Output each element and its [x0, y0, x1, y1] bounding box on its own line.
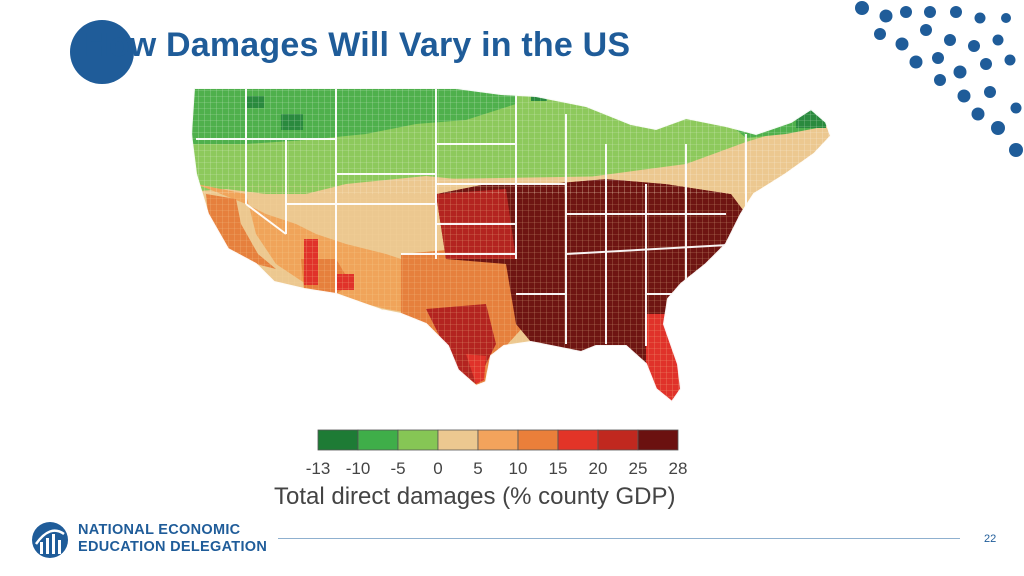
legend-tick-label: 25 — [629, 459, 648, 478]
logo-line-2: EDUCATION DELEGATION — [78, 539, 268, 555]
legend-tick-label: 28 — [669, 459, 688, 478]
legend-swatch — [597, 429, 639, 451]
legend-tick-label: 20 — [589, 459, 608, 478]
legend-caption: Total direct damages (% county GDP) — [274, 483, 676, 510]
page-number: 22 — [984, 533, 997, 545]
legend-tick-label: -5 — [390, 459, 405, 478]
title-circle — [70, 20, 134, 84]
legend-swatch — [437, 429, 479, 451]
legend-tick-label: 15 — [549, 459, 568, 478]
legend-swatch — [317, 429, 359, 451]
legend-swatch — [477, 429, 519, 451]
legend-color-bar — [317, 429, 679, 451]
legend-swatch — [357, 429, 399, 451]
legend-tick-label: 0 — [433, 459, 442, 478]
legend: -13 -10 -5 0 5 10 15 20 25 28 Total direct damage… — [274, 429, 688, 510]
slide-title: How Damages Will Vary in the US — [84, 26, 631, 64]
decorative-dots — [855, 1, 1023, 157]
footer-divider — [278, 538, 960, 539]
logo-mark-icon — [32, 522, 68, 558]
legend-swatch — [397, 429, 439, 451]
legend-tick-label: 10 — [509, 459, 528, 478]
legend-ticks: -13 -10 -5 0 5 10 15 20 25 28 — [306, 459, 688, 478]
us-damage-map — [189, 87, 833, 404]
logo-line-1: NATIONAL ECONOMIC — [78, 522, 241, 538]
logo: NATIONAL ECONOMIC EDUCATION DELEGATION — [30, 518, 280, 562]
legend-tick-label: -10 — [346, 459, 371, 478]
legend-swatch — [557, 429, 599, 451]
legend-swatch — [517, 429, 559, 451]
legend-tick-label: 5 — [473, 459, 482, 478]
legend-swatch — [637, 429, 679, 451]
legend-tick-label: -13 — [306, 459, 331, 478]
